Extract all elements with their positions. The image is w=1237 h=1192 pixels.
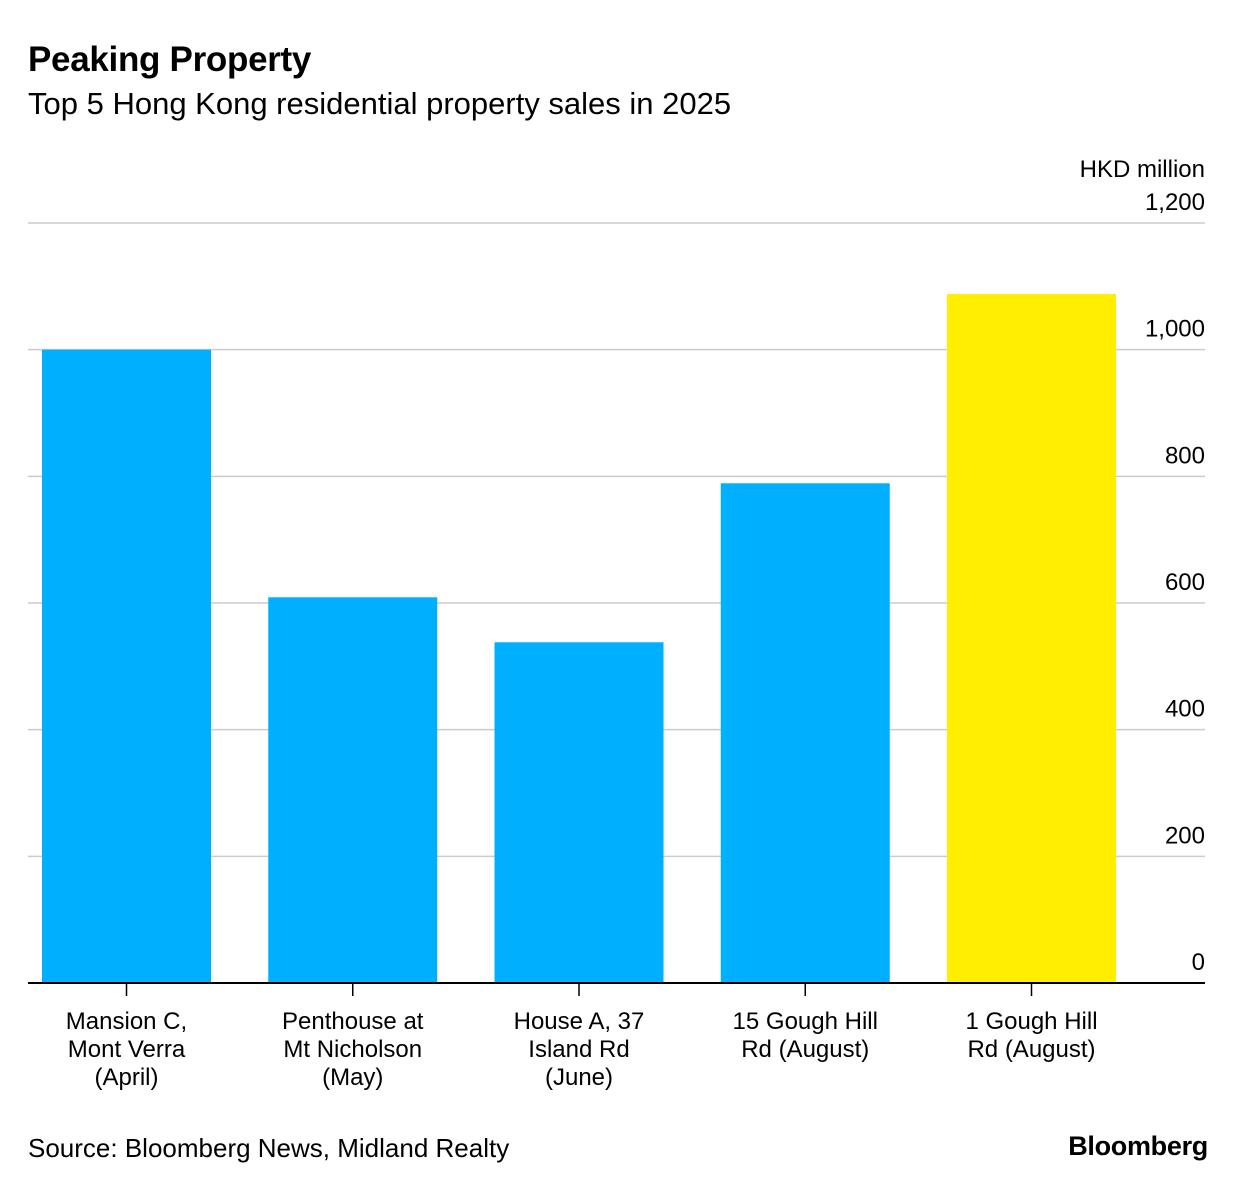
y-tick-label: 1,200	[1145, 189, 1205, 216]
x-category-label: Penthouse at Mt Nicholson (May)	[282, 1008, 424, 1091]
x-category-label-line: (June)	[545, 1064, 613, 1091]
bars	[42, 293, 1116, 984]
x-category-label: 15 Gough Hill Rd (August)	[733, 1008, 878, 1063]
x-category-label-line: (May)	[322, 1064, 383, 1091]
y-axis-unit-label: HKD million	[1080, 156, 1205, 183]
x-category-label-line: Mont Verra	[68, 1036, 186, 1063]
source-note: Source: Bloomberg News, Midland Realty	[28, 1133, 510, 1163]
x-category-label-line: Rd (August)	[967, 1036, 1095, 1063]
x-category-label-line: Penthouse at	[282, 1008, 424, 1035]
y-tick-label: 1,000	[1145, 316, 1205, 343]
bloomberg-logo: Bloomberg	[1068, 1131, 1208, 1161]
x-category-label-line: Island Rd	[528, 1036, 629, 1063]
y-tick-label: 400	[1165, 696, 1205, 723]
bar	[268, 597, 438, 983]
chart-title: Peaking Property	[28, 40, 312, 79]
x-category-label-line: Mt Nicholson	[283, 1036, 422, 1063]
bar	[42, 349, 211, 984]
bar-highlighted	[947, 293, 1116, 983]
x-category-label-line: (April)	[95, 1064, 159, 1091]
chart-subtitle: Top 5 Hong Kong residential property sal…	[28, 86, 732, 121]
x-category-label-line: House A, 37	[514, 1008, 645, 1035]
y-tick-label: 200	[1165, 822, 1205, 849]
y-tick-label: 0	[1192, 949, 1205, 976]
labels: HKD million 0 200 400 600 800 1,000 1,200 Mansio…	[66, 156, 1205, 1091]
y-tick-label: 800	[1165, 442, 1205, 469]
axes	[28, 982, 1205, 996]
x-category-label: House A, 37 Island Rd (June)	[514, 1008, 645, 1091]
bar	[494, 642, 664, 983]
x-category-label: 1 Gough Hill Rd (August)	[965, 1008, 1097, 1063]
x-category-label: Mansion C, Mont Verra (April)	[66, 1008, 187, 1091]
x-category-label-line: 1 Gough Hill	[965, 1008, 1097, 1035]
x-category-label-line: 15 Gough Hill	[733, 1008, 878, 1035]
bar	[720, 483, 890, 983]
y-tick-label: 600	[1165, 569, 1205, 596]
x-category-label-line: Mansion C,	[66, 1008, 187, 1035]
x-category-label-line: Rd (August)	[741, 1036, 869, 1063]
bar-chart: HKD million 0 200 400 600 800 1,000 1,200 Mansio…	[28, 156, 1205, 1091]
